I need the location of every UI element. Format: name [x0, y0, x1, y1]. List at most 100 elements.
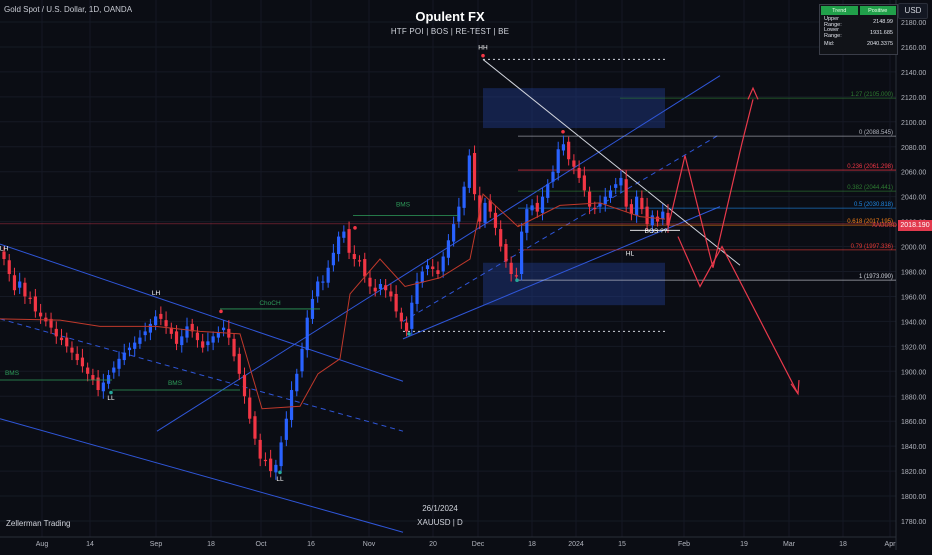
currency-button[interactable]: USD: [898, 3, 928, 19]
candle-body: [514, 275, 518, 277]
price-tick-label: 2120.00: [901, 95, 926, 102]
price-tick-label: 2000.00: [901, 245, 926, 252]
time-tick-label: Feb: [678, 541, 690, 548]
candle-body: [201, 341, 205, 348]
candle-body: [305, 317, 309, 351]
candle-body: [33, 296, 37, 312]
time-tick-label: 20: [429, 541, 437, 548]
candle-body: [337, 236, 341, 255]
candle-body: [133, 342, 137, 349]
candle-body: [546, 184, 550, 198]
price-tick-label: 1840.00: [901, 444, 926, 451]
candle-body: [650, 215, 654, 226]
info-value: 2148.99: [873, 18, 893, 25]
candle-body: [117, 358, 121, 369]
candle-body: [635, 196, 639, 216]
candle-body: [49, 318, 53, 328]
candle-body: [263, 459, 268, 462]
candle-body: [242, 375, 247, 397]
fib-level-label: 1 (1973.090): [859, 274, 893, 280]
candle-body: [59, 337, 64, 341]
candle-body: [138, 337, 142, 344]
candle-body: [342, 231, 346, 238]
candle-body: [269, 458, 273, 472]
last-price-tag: 2018.190: [898, 220, 932, 231]
candle-body: [640, 197, 644, 210]
candle-body: [378, 283, 383, 289]
candle-body: [525, 209, 529, 233]
trend-indicator-line: [0, 193, 666, 410]
candle-body: [441, 256, 445, 272]
candle-body: [91, 375, 95, 381]
candle-body: [289, 390, 294, 420]
time-tick-label: 18: [528, 541, 536, 548]
candle-body: [112, 367, 116, 373]
candle-body: [180, 336, 184, 346]
candle-body: [326, 267, 330, 283]
fib-level-label: 0.382 (2044.441): [847, 185, 893, 191]
price-tick-label: 1880.00: [901, 394, 926, 401]
price-tick-label: 1800.00: [901, 494, 926, 501]
candle-body: [436, 270, 440, 274]
candle-body: [12, 275, 17, 291]
candle-body: [331, 252, 335, 266]
time-tick-label: 19: [740, 541, 748, 548]
candle-body: [7, 260, 11, 274]
brand-label: Zellerman Trading: [6, 519, 71, 528]
price-tick-label: 2100.00: [901, 120, 926, 127]
descending-channel-bottom: [0, 418, 404, 533]
structure-label: BMS: [5, 370, 20, 377]
pivot-dot: [278, 470, 282, 475]
candle-body: [352, 254, 356, 260]
fib-level-label: 0.79 (1997.336): [851, 244, 893, 250]
pivot-dot: [219, 309, 223, 314]
candle-body: [373, 287, 377, 292]
candle-body: [567, 141, 571, 160]
price-tick-label: 2080.00: [901, 145, 926, 152]
structure-label: LL: [107, 395, 115, 402]
time-tick-label: 16: [307, 541, 315, 548]
candle-body: [425, 265, 430, 270]
candle-body: [316, 281, 320, 297]
candle-body: [80, 357, 85, 367]
candle-body: [232, 338, 236, 357]
candle-body: [185, 326, 189, 338]
candle-body: [603, 196, 607, 205]
candle-body: [551, 171, 555, 182]
supply-zone: [483, 88, 665, 129]
candle-body: [23, 282, 27, 297]
candle-body: [462, 186, 466, 208]
price-tick-label: 1920.00: [901, 344, 926, 351]
price-tick-label: 2060.00: [901, 170, 926, 177]
time-tick-label: Nov: [363, 541, 376, 548]
candle-body: [300, 348, 304, 372]
bearish-projection: [677, 236, 799, 395]
symbol-title: Gold Spot / U.S. Dollar, 1D, OANDA: [4, 5, 133, 14]
fib-level-label: 1.27 (2105.000): [851, 92, 893, 98]
candle-body: [509, 262, 513, 274]
structure-label: HL: [626, 250, 635, 257]
candle-body: [614, 184, 618, 188]
candle-body: [431, 266, 435, 270]
candle-body: [258, 439, 262, 459]
chart-title: Opulent FX: [415, 9, 485, 24]
candle-body: [237, 353, 241, 374]
candle-body: [540, 196, 545, 213]
time-tick-label: 14: [86, 541, 94, 548]
time-tick-label: 2024: [568, 541, 584, 548]
candle-body: [561, 144, 566, 151]
fib-level-label: 0 (2088.545): [859, 130, 893, 136]
time-tick-label: Mar: [783, 541, 796, 548]
candle-body: [389, 291, 393, 297]
price-tick-label: 1940.00: [901, 319, 926, 326]
structure-label: LH: [152, 290, 161, 297]
candle-body: [399, 312, 403, 322]
price-tick-label: 1980.00: [901, 270, 926, 277]
descending-channel-top: [0, 243, 404, 382]
candle-body: [368, 277, 372, 287]
structure-label: BOS ??: [645, 228, 668, 235]
candle-body: [295, 373, 299, 392]
